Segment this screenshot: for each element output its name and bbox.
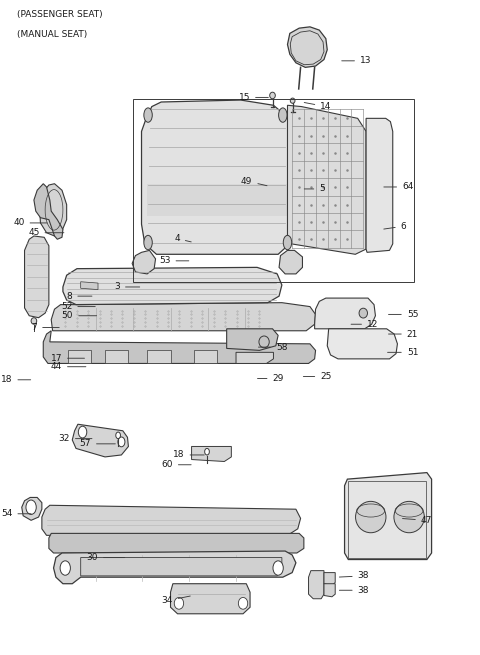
Polygon shape bbox=[314, 298, 375, 329]
Text: (PASSENGER SEAT): (PASSENGER SEAT) bbox=[17, 10, 103, 20]
Polygon shape bbox=[227, 329, 278, 350]
Text: 14: 14 bbox=[304, 102, 332, 111]
Polygon shape bbox=[43, 331, 315, 364]
Polygon shape bbox=[72, 424, 129, 457]
Polygon shape bbox=[132, 250, 156, 274]
Text: 64: 64 bbox=[384, 183, 413, 191]
Text: 6: 6 bbox=[384, 221, 407, 231]
Polygon shape bbox=[192, 447, 231, 462]
Polygon shape bbox=[105, 350, 129, 364]
Polygon shape bbox=[288, 27, 327, 67]
Polygon shape bbox=[236, 352, 274, 364]
Polygon shape bbox=[81, 282, 98, 290]
Ellipse shape bbox=[116, 432, 120, 439]
Text: (MANUAL SEAT): (MANUAL SEAT) bbox=[17, 30, 87, 39]
Polygon shape bbox=[24, 236, 49, 318]
Text: 38: 38 bbox=[339, 586, 369, 595]
Text: 40: 40 bbox=[13, 218, 47, 227]
Text: 47: 47 bbox=[403, 516, 432, 525]
Text: 30: 30 bbox=[86, 553, 125, 562]
Text: 50: 50 bbox=[62, 311, 96, 320]
Polygon shape bbox=[345, 473, 432, 559]
Text: 17: 17 bbox=[50, 354, 84, 363]
Polygon shape bbox=[324, 584, 335, 597]
Ellipse shape bbox=[204, 449, 209, 455]
Text: 15: 15 bbox=[239, 93, 268, 102]
Polygon shape bbox=[54, 551, 296, 584]
Ellipse shape bbox=[174, 597, 184, 609]
Ellipse shape bbox=[118, 437, 125, 447]
Polygon shape bbox=[147, 350, 170, 364]
Text: 12: 12 bbox=[351, 320, 378, 329]
Polygon shape bbox=[309, 571, 324, 599]
Ellipse shape bbox=[26, 500, 36, 514]
Text: 7: 7 bbox=[31, 323, 59, 332]
Polygon shape bbox=[288, 105, 366, 254]
Text: 8: 8 bbox=[67, 291, 92, 301]
Text: 58: 58 bbox=[258, 343, 288, 352]
Polygon shape bbox=[170, 584, 250, 614]
Text: 4: 4 bbox=[174, 234, 191, 243]
Polygon shape bbox=[142, 100, 291, 254]
Text: 57: 57 bbox=[80, 440, 115, 448]
Text: 13: 13 bbox=[342, 56, 372, 66]
Text: 18: 18 bbox=[173, 451, 204, 459]
Text: 38: 38 bbox=[339, 571, 369, 580]
Text: 55: 55 bbox=[388, 310, 418, 319]
Ellipse shape bbox=[144, 108, 152, 122]
Text: 18: 18 bbox=[1, 375, 31, 384]
Ellipse shape bbox=[78, 426, 87, 438]
Polygon shape bbox=[22, 497, 42, 520]
Text: 3: 3 bbox=[114, 282, 140, 291]
Text: 32: 32 bbox=[59, 434, 92, 443]
Text: 45: 45 bbox=[28, 228, 64, 237]
Ellipse shape bbox=[270, 92, 276, 99]
Ellipse shape bbox=[356, 501, 386, 533]
Ellipse shape bbox=[259, 336, 269, 348]
Ellipse shape bbox=[283, 235, 292, 250]
Polygon shape bbox=[327, 329, 397, 359]
Polygon shape bbox=[34, 183, 63, 239]
Text: 54: 54 bbox=[1, 510, 31, 518]
Ellipse shape bbox=[144, 235, 152, 250]
Polygon shape bbox=[194, 350, 217, 364]
Ellipse shape bbox=[278, 108, 287, 122]
Polygon shape bbox=[63, 267, 282, 305]
Text: 29: 29 bbox=[257, 374, 284, 383]
Ellipse shape bbox=[290, 98, 295, 103]
Text: 34: 34 bbox=[161, 596, 190, 605]
Polygon shape bbox=[279, 250, 302, 274]
Polygon shape bbox=[51, 303, 315, 331]
Polygon shape bbox=[147, 183, 288, 216]
Polygon shape bbox=[81, 557, 282, 576]
Text: 5: 5 bbox=[304, 185, 325, 193]
Text: 51: 51 bbox=[387, 348, 418, 357]
Polygon shape bbox=[366, 119, 393, 252]
Ellipse shape bbox=[60, 561, 71, 575]
Text: 44: 44 bbox=[51, 362, 86, 371]
Text: 60: 60 bbox=[161, 460, 191, 469]
Ellipse shape bbox=[239, 597, 248, 609]
Text: 53: 53 bbox=[159, 256, 189, 265]
Polygon shape bbox=[39, 183, 67, 236]
Ellipse shape bbox=[273, 561, 283, 575]
Text: 21: 21 bbox=[388, 329, 418, 339]
Polygon shape bbox=[68, 350, 91, 364]
Polygon shape bbox=[62, 309, 264, 328]
Text: 25: 25 bbox=[303, 372, 332, 381]
Polygon shape bbox=[324, 572, 335, 586]
Text: 52: 52 bbox=[61, 302, 95, 311]
Polygon shape bbox=[49, 533, 304, 553]
Ellipse shape bbox=[359, 309, 368, 318]
Polygon shape bbox=[42, 505, 300, 535]
Text: 49: 49 bbox=[241, 177, 267, 186]
Ellipse shape bbox=[31, 318, 36, 324]
Ellipse shape bbox=[394, 501, 424, 533]
